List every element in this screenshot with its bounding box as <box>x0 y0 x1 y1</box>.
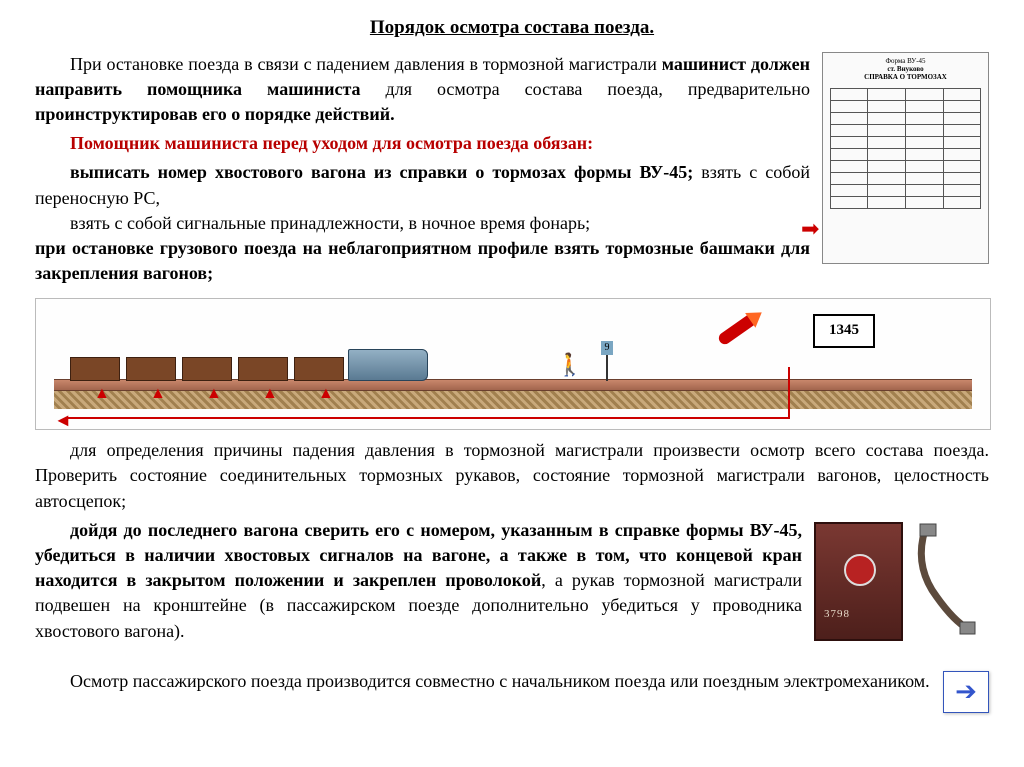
train-inspection-diagram: ▲ ▲ ▲ ▲ ▲ 🚶 1345 <box>35 298 991 430</box>
inspection-arrow-icon: ▲ <box>206 383 222 405</box>
inspection-arrow-icon: ▲ <box>262 383 278 405</box>
form-header: Форма ВУ-45 ст. Внуково СПРАВКА О ТОРМОЗ… <box>823 53 988 86</box>
next-page-button[interactable]: ➔ <box>943 671 989 713</box>
inspection-arrow-icon: ▲ <box>94 383 110 405</box>
brake-form-vu45: Форма ВУ-45 ст. Внуково СПРАВКА О ТОРМОЗ… <box>822 52 989 264</box>
brake-hose-icon <box>909 522 981 637</box>
page-title: Порядок осмотра состава поезда. <box>35 15 989 42</box>
paragraph-6: Осмотр пассажирского поезда производится… <box>35 669 989 694</box>
p1-text: При остановке поезда в связи с падением … <box>70 54 662 74</box>
form-code: Форма ВУ-45 <box>885 57 925 65</box>
paragraph-4: для определения причины падения давления… <box>35 438 989 514</box>
freight-car <box>182 357 232 381</box>
freight-car <box>126 357 176 381</box>
tail-signal-disc-icon <box>844 554 876 586</box>
locomotive <box>348 349 428 381</box>
walk-path-down <box>788 367 790 419</box>
wagon-end-view <box>814 522 903 641</box>
p1-mid: для осмотра состава поезда, предваритель… <box>361 79 810 99</box>
signal-post <box>606 343 608 381</box>
duty-2: взять с собой сигнальные принадлежности,… <box>35 211 590 236</box>
form-title: СПРАВКА О ТОРМОЗАХ <box>864 73 947 81</box>
form-table <box>830 88 982 209</box>
inspection-arrow-icon: ▲ <box>318 383 334 405</box>
duty-3: при остановке грузового поезда на неблаг… <box>35 238 810 283</box>
inspection-arrow-icon: ▲ <box>150 383 166 405</box>
form-pointer-arrow: ➡ <box>801 214 819 245</box>
freight-car <box>238 357 288 381</box>
freight-car <box>70 357 120 381</box>
signal-flare-icon <box>717 312 760 347</box>
tail-wagon-illustration <box>814 522 989 657</box>
form-station: ст. Внуково <box>887 65 923 73</box>
duty-1: выписать номер хвостового вагона из спра… <box>70 162 693 182</box>
ballast <box>54 391 972 409</box>
assistant-figure-icon: 🚶 <box>556 350 583 381</box>
walk-path <box>66 417 790 419</box>
freight-car <box>294 357 344 381</box>
kilometer-sign: 1345 <box>813 314 875 348</box>
p1-bold2: проинструктировав его о порядке действий… <box>35 104 395 124</box>
